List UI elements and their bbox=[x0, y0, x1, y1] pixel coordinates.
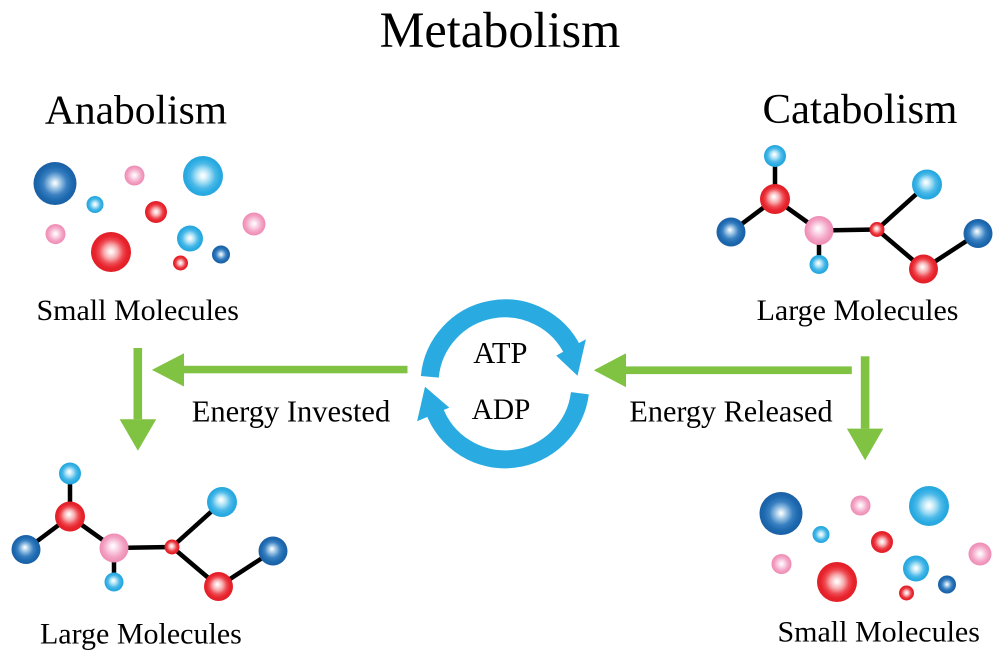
svg-text:Large Molecules: Large Molecules bbox=[40, 618, 242, 651]
svg-text:Small Molecules: Small Molecules bbox=[36, 294, 238, 327]
svg-text:Small Molecules: Small Molecules bbox=[777, 616, 979, 649]
svg-text:Anabolism: Anabolism bbox=[45, 87, 227, 133]
svg-text:ATP: ATP bbox=[473, 336, 527, 370]
svg-text:Metabolism: Metabolism bbox=[380, 2, 621, 58]
svg-text:Catabolism: Catabolism bbox=[763, 86, 958, 133]
svg-text:Energy Invested: Energy Invested bbox=[192, 395, 390, 429]
svg-text:Energy Released: Energy Released bbox=[629, 395, 832, 429]
svg-text:ADP: ADP bbox=[472, 394, 531, 426]
svg-text:Large Molecules: Large Molecules bbox=[757, 294, 959, 327]
